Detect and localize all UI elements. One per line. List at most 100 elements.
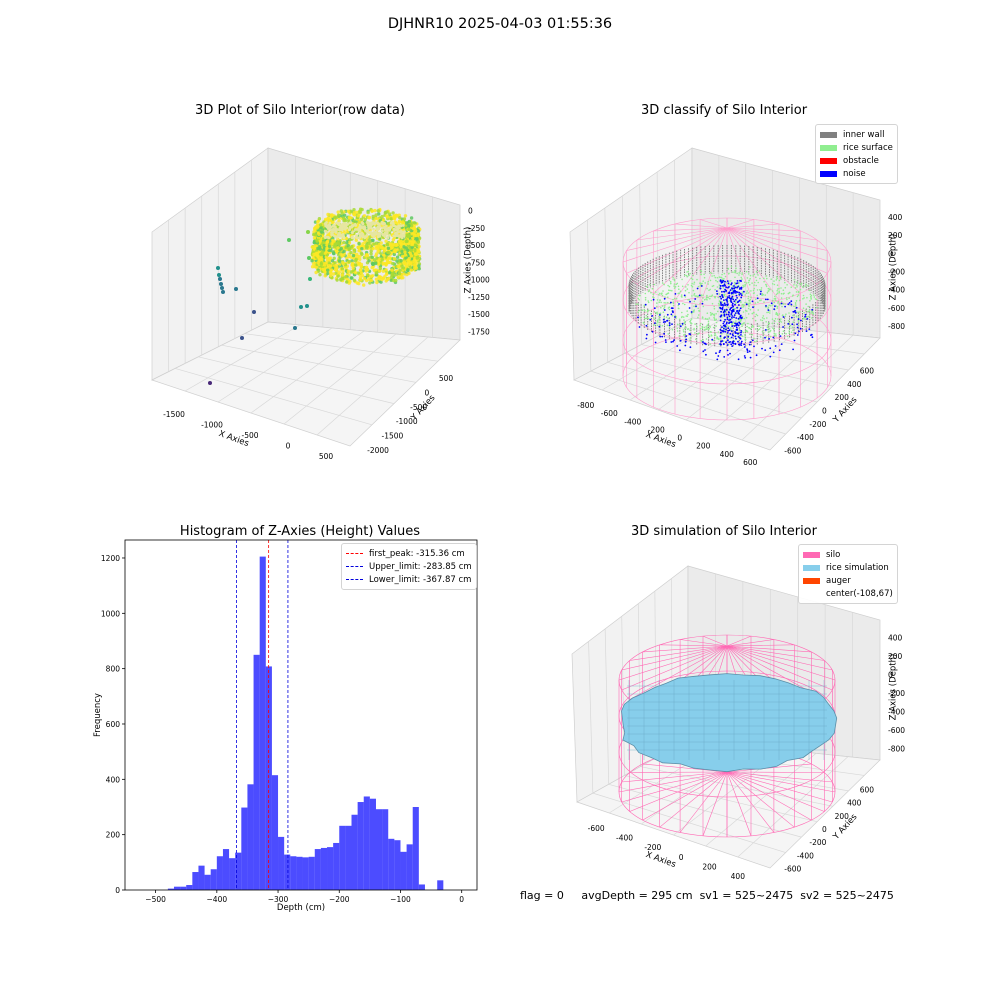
panel1-point xyxy=(348,221,352,225)
panel1-point xyxy=(341,261,345,265)
panel1-point xyxy=(326,244,330,248)
panel1-point xyxy=(397,234,402,238)
panel1-point xyxy=(332,256,336,260)
panel1-point xyxy=(399,242,403,246)
panel2-rice-point xyxy=(671,314,674,317)
panel2-rice-point xyxy=(675,315,677,318)
panel1-point xyxy=(372,219,376,224)
panel2-noise-point xyxy=(731,309,734,311)
panel1-point xyxy=(319,264,323,268)
panel2-rice-point xyxy=(658,301,661,304)
panel1-point xyxy=(351,231,354,235)
panel2-noise-point xyxy=(722,322,725,325)
panel2-rice-point xyxy=(748,300,751,302)
panel1-point xyxy=(364,222,368,226)
panel4-silo-roof xyxy=(642,645,728,709)
panel1-point xyxy=(319,259,323,263)
panel1-point xyxy=(326,216,330,221)
panel2-rice-point xyxy=(741,325,743,328)
panel2-noise-point xyxy=(735,282,738,285)
panel1-point xyxy=(323,237,328,241)
panel1-point xyxy=(367,230,371,234)
panel1-point xyxy=(403,267,407,271)
panel2-noise-point xyxy=(793,339,796,342)
panel1-point xyxy=(343,245,347,249)
panel2-rice-point xyxy=(774,297,777,300)
panel1-point xyxy=(409,238,413,243)
panel1-point xyxy=(374,221,377,225)
panel2-rice-point xyxy=(799,299,801,302)
panel2-rice-point xyxy=(738,272,741,274)
panel1-point xyxy=(355,215,359,220)
panel1-y-tick-label: -1500 xyxy=(382,432,404,441)
panel1-point xyxy=(334,230,339,234)
panel1-point xyxy=(393,231,397,235)
panel2-rice-point xyxy=(739,318,741,321)
panel1-point xyxy=(398,226,402,231)
panel1-point xyxy=(339,267,343,271)
panel1-point xyxy=(416,245,420,249)
panel1-outlier-point xyxy=(208,381,212,385)
panel1-point xyxy=(345,270,349,274)
panel2-rice-point xyxy=(725,295,727,298)
panel2-noise-point xyxy=(679,349,681,352)
panel1-point xyxy=(370,265,374,270)
panel1-point xyxy=(388,234,391,237)
panel1-point xyxy=(340,216,344,221)
panel2-silo-ring xyxy=(622,217,832,307)
panel1-point xyxy=(406,233,410,237)
panel4-legend-label: rice simulation xyxy=(826,562,889,573)
panel2-rice-point xyxy=(748,327,751,329)
panel1-point xyxy=(381,269,386,273)
panel2-rice-point xyxy=(769,335,772,338)
panel1-point xyxy=(374,271,379,275)
panel2-noise-point xyxy=(737,311,740,314)
panel1-point xyxy=(386,252,390,256)
panel2-noise-point xyxy=(737,312,740,315)
panel1-point xyxy=(344,224,348,227)
panel2-noise-point xyxy=(729,321,731,324)
panel2-rice-point xyxy=(755,340,758,342)
panel2-noise-point xyxy=(735,294,738,297)
panel1-point xyxy=(356,215,360,219)
panel1-point xyxy=(361,227,365,232)
status-flag: flag = 0 xyxy=(520,889,564,902)
panel1-point xyxy=(405,265,409,269)
panel2-rice-point xyxy=(681,311,683,314)
panel1-point xyxy=(413,243,418,247)
panel1-point xyxy=(396,231,400,235)
panel1-point xyxy=(323,229,327,233)
panel2-rice-point xyxy=(775,293,778,296)
panel1-point xyxy=(345,259,349,263)
panel1-point xyxy=(406,241,411,246)
panel2-rice-point xyxy=(793,278,796,281)
panel1-point xyxy=(326,235,330,239)
panel2-rice-point xyxy=(772,327,774,329)
panel1-point xyxy=(371,216,375,221)
panel1-point xyxy=(376,228,379,232)
panel1-point xyxy=(400,217,404,221)
panel1-point xyxy=(372,235,376,239)
panel1-point xyxy=(319,245,323,249)
panel1-point xyxy=(411,255,415,260)
panel1-point xyxy=(408,221,413,225)
panel1-point xyxy=(413,233,417,238)
panel1-point xyxy=(340,234,344,238)
panel1-point xyxy=(324,243,329,247)
panel2-noise-point xyxy=(664,321,667,323)
panel2-rice-point xyxy=(661,324,664,327)
panel1-point xyxy=(320,268,325,272)
panel2-rice-point xyxy=(759,336,762,338)
panel1-point xyxy=(359,245,363,250)
panel1-point xyxy=(360,279,364,283)
panel2-noise-point xyxy=(739,292,742,295)
panel1-outlier-point xyxy=(221,290,225,294)
panel1-point xyxy=(318,247,322,251)
panel2-noise-point xyxy=(731,311,734,313)
panel2-rice-point xyxy=(749,274,752,277)
panel1-point xyxy=(323,255,328,259)
panel2-rice-point xyxy=(697,296,699,298)
panel1-point xyxy=(323,238,328,242)
panel1-point xyxy=(323,217,328,222)
panel1-point xyxy=(381,246,385,250)
